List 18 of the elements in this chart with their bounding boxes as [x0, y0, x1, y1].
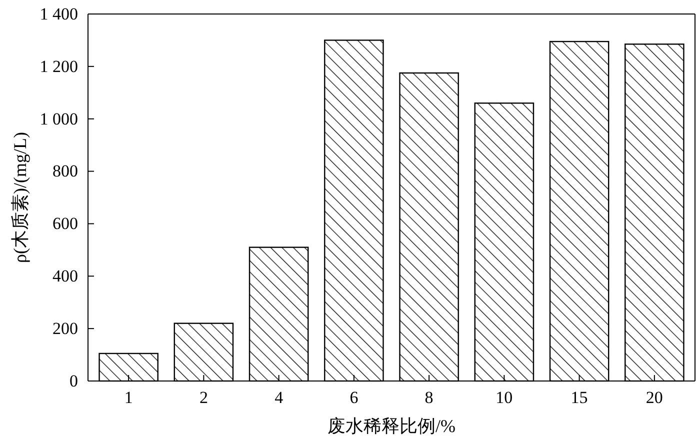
- x-tick-label: 15: [570, 388, 588, 408]
- x-tick-label: 8: [424, 388, 434, 408]
- x-tick-label: 1: [124, 388, 133, 408]
- y-tick-label: 1 000: [40, 109, 78, 128]
- y-tick-label: 1 200: [40, 56, 78, 76]
- y-tick-label: 800: [52, 162, 78, 181]
- y-tick-label: 200: [52, 319, 78, 338]
- y-tick-label: 400: [52, 266, 78, 286]
- x-tick-label: 6: [350, 388, 358, 408]
- y-tick-label: 600: [52, 214, 78, 234]
- x-tick-label: 4: [274, 388, 284, 408]
- x-tick-label: 2: [199, 388, 208, 408]
- x-tick-label: 10: [496, 388, 513, 408]
- x-tick-label: 20: [646, 388, 663, 408]
- y-tick-label: 1 400: [40, 4, 78, 24]
- x-axis-title: 废水稀释比例/%: [328, 416, 456, 436]
- y-axis-title: ρ(木质素)/(mg/L): [10, 132, 30, 263]
- y-tick-label: 0: [70, 371, 78, 390]
